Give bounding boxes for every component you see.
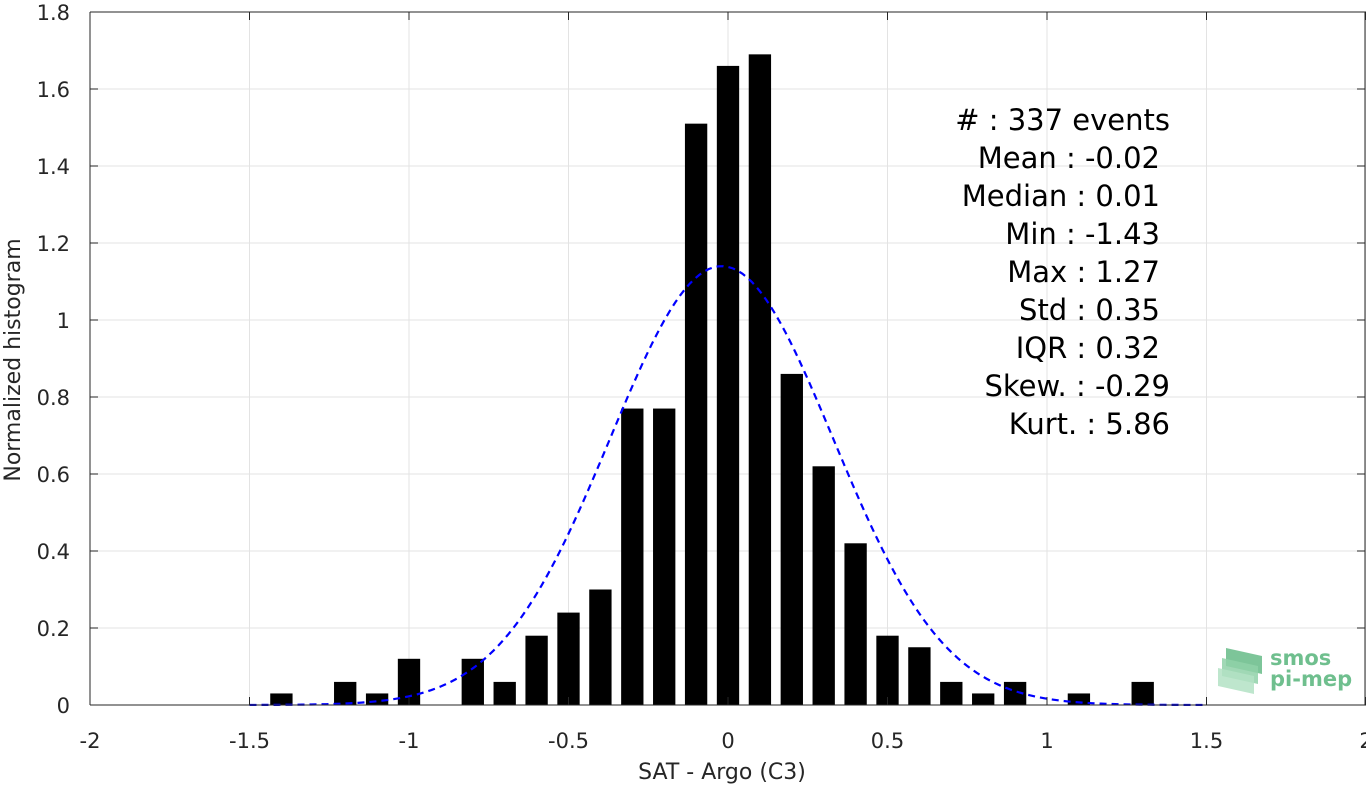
y-axis-label: Normalized histogram	[1, 238, 26, 481]
x-tick-label: 1.5	[1190, 729, 1223, 753]
stat-iqr: IQR : 0.32	[1016, 331, 1160, 365]
y-tick-label: 1.4	[37, 155, 70, 179]
stat-min: Min : -1.43	[1005, 217, 1160, 251]
smos-pimep-logo: smos pi-mep	[1218, 646, 1352, 694]
histogram-bar	[493, 681, 516, 705]
histogram-bar	[684, 123, 708, 705]
x-tick-label: 2	[1359, 729, 1366, 753]
y-tick-label: 1.8	[37, 1, 70, 25]
x-tick-label: 0	[721, 729, 734, 753]
histogram-bar	[365, 693, 389, 705]
stat-skew: Skew. : -0.29	[984, 369, 1170, 403]
stats-annotation: # : 337 events Mean : -0.02 Median : 0.0…	[955, 103, 1170, 441]
y-tick-label: 1.6	[37, 78, 70, 102]
y-tick-label: 0.8	[37, 386, 70, 410]
histogram-bar	[812, 466, 835, 705]
histogram-bar	[589, 589, 612, 705]
histogram-bar	[653, 408, 676, 705]
x-tick-label: 0.5	[871, 729, 904, 753]
y-tick-label: 0.2	[37, 617, 70, 641]
x-tick-label: -1	[399, 729, 420, 753]
stat-max: Max : 1.27	[1007, 255, 1160, 289]
histogram-bar	[748, 54, 772, 706]
histogram-bar	[621, 408, 644, 705]
stat-mean: Mean : -0.02	[978, 141, 1160, 175]
histogram-bar	[1003, 681, 1027, 705]
histogram-bar	[557, 612, 580, 705]
histogram-bar	[1131, 681, 1154, 705]
histogram-bar	[461, 658, 484, 705]
histogram-bar	[716, 65, 740, 705]
logo-text-smos: smos	[1270, 646, 1331, 670]
y-tick-labels: 0 0.2 0.4 0.6 0.8 1 1.2 1.4 1.6 1.8	[37, 1, 70, 718]
x-tick-label: -1.5	[229, 729, 270, 753]
y-tick-label: 0.6	[37, 463, 70, 487]
histogram-bar	[908, 647, 931, 705]
axes-frame	[89, 11, 1366, 706]
y-tick-label: 1	[57, 309, 70, 333]
x-tick-label: 1	[1040, 729, 1053, 753]
histogram-bar	[270, 693, 293, 705]
x-tick-label: -2	[80, 729, 101, 753]
histogram-bar	[334, 681, 357, 705]
y-tick-label: 0.4	[37, 540, 70, 564]
histogram-bar	[1067, 693, 1091, 705]
stat-events: # : 337 events	[955, 103, 1170, 137]
logo-layers-icon	[1218, 648, 1262, 694]
stat-kurt: Kurt. : 5.86	[1009, 407, 1170, 441]
histogram-bar	[844, 543, 867, 705]
x-tick-label: -0.5	[548, 729, 589, 753]
histogram-bar	[940, 681, 963, 705]
histogram-bar	[876, 635, 899, 705]
histogram-bar	[972, 693, 995, 705]
stat-std: Std : 0.35	[1019, 293, 1160, 327]
y-tick-label: 1.2	[37, 232, 70, 256]
histogram-bar	[780, 373, 803, 705]
histogram-bar	[397, 658, 421, 705]
gaussian-fit-curve	[249, 265, 1207, 707]
histogram-bars	[270, 54, 1154, 706]
y-tick-label: 0	[57, 694, 70, 718]
stat-median: Median : 0.01	[962, 179, 1160, 213]
logo-text-pimep: pi-mep	[1270, 667, 1352, 691]
histogram-bar	[525, 635, 548, 705]
x-axis-label: SAT - Argo (C3)	[638, 760, 806, 785]
x-tick-labels: -2 -1.5 -1 -0.5 0 0.5 1 1.5 2	[80, 729, 1366, 753]
